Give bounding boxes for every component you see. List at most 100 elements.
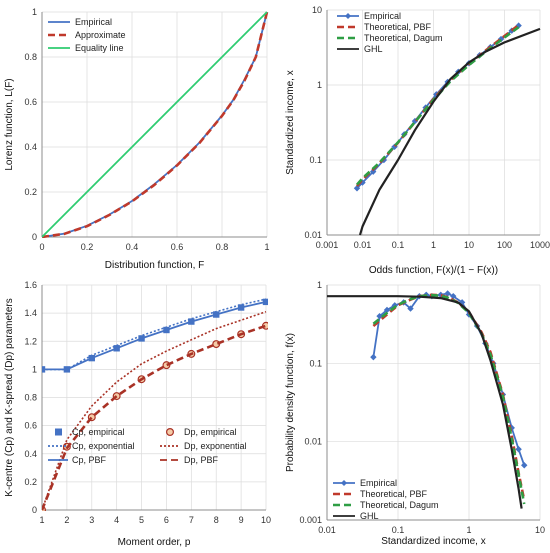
data-point — [369, 168, 377, 175]
y-axis-label: Probability density function, f(x) — [285, 333, 296, 472]
y-tick-label: 1 — [32, 7, 37, 17]
legend-label: Theoretical, PBF — [360, 489, 428, 499]
series-2 — [42, 11, 268, 238]
series-line — [372, 292, 526, 466]
series-line — [42, 324, 267, 511]
legend-entry: Cp, empirical — [55, 427, 125, 437]
series-line — [42, 11, 269, 238]
y-tick-label: 0.2 — [24, 187, 37, 197]
legend-label: Empirical — [364, 11, 401, 21]
x-axis-label: Moment order, p — [118, 537, 191, 548]
data-point — [407, 305, 414, 312]
x-tick-label: 0 — [39, 242, 44, 252]
series-5 — [42, 324, 267, 511]
legend-entry: Cp, exponential — [48, 441, 135, 451]
legend-label: Cp, empirical — [72, 427, 125, 437]
y-axis-label: K-centre (Cp) and K-spread (Dp) paramete… — [4, 298, 15, 496]
series-3 — [327, 295, 523, 509]
y-tick-label: 1 — [32, 364, 37, 374]
data-point — [450, 292, 457, 300]
series-line — [327, 295, 523, 509]
legend-entry: GHL — [337, 44, 383, 54]
x-tick-label: 0.01 — [318, 525, 336, 535]
y-tick-label: 1.6 — [24, 280, 37, 290]
x-tick-label: 8 — [214, 515, 219, 525]
x-tick-label: 7 — [189, 515, 194, 525]
x-tick-label: 1 — [264, 242, 269, 252]
x-tick-label: 0.1 — [392, 525, 405, 535]
y-tick-label: 0.2 — [24, 477, 37, 487]
legend-label: Approximate — [75, 30, 126, 40]
legend-label: Empirical — [75, 17, 112, 27]
y-tick-label: 10 — [312, 5, 322, 15]
y-tick-label: 0.01 — [304, 230, 322, 240]
y-tick-label: 0.8 — [24, 52, 37, 62]
y-tick-label: 0.01 — [304, 437, 322, 447]
x-axis-label: Standardized income, x — [381, 536, 486, 547]
legend-label: Empirical — [360, 478, 397, 488]
plot-area — [42, 298, 268, 511]
legend-entry: Theoretical, Dagum — [333, 500, 439, 510]
x-tick-label: 6 — [164, 515, 169, 525]
legend-entry: Cp, PBF — [48, 455, 107, 465]
y-tick-label: 0.6 — [24, 97, 37, 107]
x-tick-label: 0.8 — [216, 242, 229, 252]
series-line — [358, 27, 541, 236]
legend-label: Theoretical, Dagum — [364, 33, 443, 43]
y-tick-label: 0.4 — [24, 449, 37, 459]
x-tick-label: 0.4 — [126, 242, 139, 252]
legend-label: GHL — [364, 44, 383, 54]
x-tick-label: 10 — [464, 240, 474, 250]
x-tick-label: 0.1 — [392, 240, 405, 250]
x-tick-label: 1 — [39, 515, 44, 525]
legend-entry: Dp, exponential — [160, 441, 247, 451]
series-3 — [42, 321, 268, 511]
x-tick-label: 10 — [535, 525, 545, 535]
data-point — [497, 35, 505, 43]
x-tick-label: 3 — [89, 515, 94, 525]
legend-label: Equality line — [75, 43, 124, 53]
x-tick-label: 5 — [139, 515, 144, 525]
legend-entry: Equality line — [48, 43, 124, 53]
plot-area — [327, 290, 528, 509]
x-axis-label: Distribution function, F — [105, 260, 205, 271]
x-tick-label: 0.001 — [316, 240, 339, 250]
data-point — [515, 22, 522, 29]
y-tick-label: 1.4 — [24, 308, 37, 318]
legend-label: Dp, exponential — [184, 441, 247, 451]
legend-entry: Dp, PBF — [160, 455, 219, 465]
y-tick-label: 1 — [317, 280, 322, 290]
y-axis-label: Standardized income, x — [285, 70, 296, 175]
y-tick-label: 0.6 — [24, 421, 37, 431]
y-tick-label: 0.001 — [299, 515, 322, 525]
series-line — [42, 298, 267, 371]
legend-label: Cp, PBF — [72, 455, 107, 465]
plot-area — [353, 22, 541, 236]
legend-label: Cp, exponential — [72, 441, 135, 451]
series-line — [42, 11, 268, 238]
data-point — [353, 185, 361, 192]
data-point — [515, 446, 522, 453]
y-axis-label: Lorenz function, L(F) — [4, 78, 15, 170]
legend-label: Dp, PBF — [184, 455, 219, 465]
legend-marker — [345, 13, 351, 19]
legend-entry: Theoretical, Dagum — [337, 33, 443, 43]
x-axis-label: Odds function, F(x)/(1 − F(x)) — [369, 265, 498, 276]
data-point — [383, 306, 391, 314]
legend-swatch — [166, 428, 175, 437]
x-tick-label: 4 — [114, 515, 119, 525]
legend-label: Theoretical, Dagum — [360, 500, 439, 510]
legend-marker — [341, 480, 347, 486]
legend-label: GHL — [360, 511, 379, 521]
series-line — [42, 310, 267, 511]
x-tick-label: 1000 — [530, 240, 550, 250]
legend-entry: Empirical — [337, 11, 401, 21]
y-tick-label: 0 — [32, 232, 37, 242]
series-4 — [42, 310, 267, 511]
y-tick-label: 1 — [317, 80, 322, 90]
x-tick-label: 9 — [239, 515, 244, 525]
